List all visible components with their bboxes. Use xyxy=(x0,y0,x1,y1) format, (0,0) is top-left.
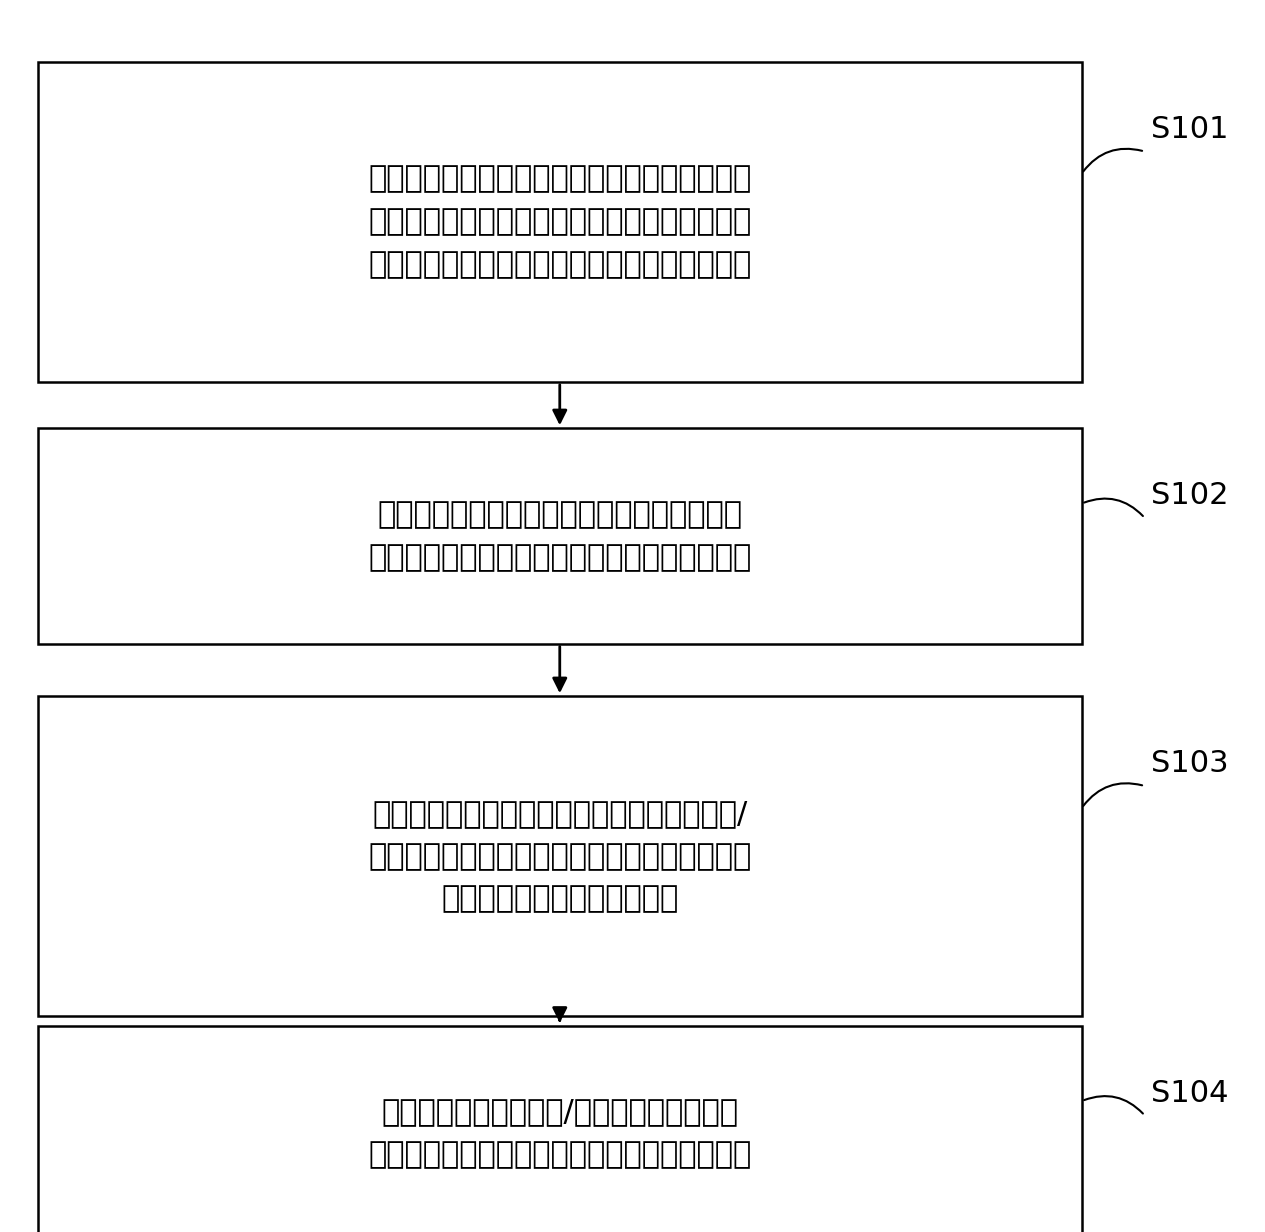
Text: S104: S104 xyxy=(1151,1079,1228,1108)
Text: S102: S102 xyxy=(1151,482,1228,510)
Text: S101: S101 xyxy=(1151,115,1228,144)
Bar xyxy=(38,62,1082,382)
Text: 根据设备信息，获取目标空气类设备的监控信
息，监控信息包括空气状态信息和设备状态信息: 根据设备信息，获取目标空气类设备的监控信 息，监控信息包括空气状态信息和设备状态… xyxy=(368,500,751,572)
Text: 将室内空气质量等级和/或室内空气舒适度等
级，以及目标空气类设备的运行状态反馈给用户: 将室内空气质量等级和/或室内空气舒适度等 级，以及目标空气类设备的运行状态反馈给… xyxy=(368,1098,751,1169)
Text: 根据空气状态信息，确定室内空气质量等级和/
或室内空气舒适度等级，根据设备状态信息，确
定目标空气类设备的运行状态: 根据空气状态信息，确定室内空气质量等级和/ 或室内空气舒适度等级，根据设备状态信… xyxy=(368,798,751,914)
Bar xyxy=(38,429,1082,644)
Text: S103: S103 xyxy=(1151,749,1228,779)
Bar xyxy=(38,1025,1082,1232)
Text: 在获取到请求指令时，响应请求指令向云服务器
请求所属家庭下目标空气类设备的设备信息，请
求指令包括请求令牌，请求令牌与所属家庭对应: 在获取到请求指令时，响应请求指令向云服务器 请求所属家庭下目标空气类设备的设备信… xyxy=(368,164,751,280)
Bar xyxy=(38,696,1082,1016)
